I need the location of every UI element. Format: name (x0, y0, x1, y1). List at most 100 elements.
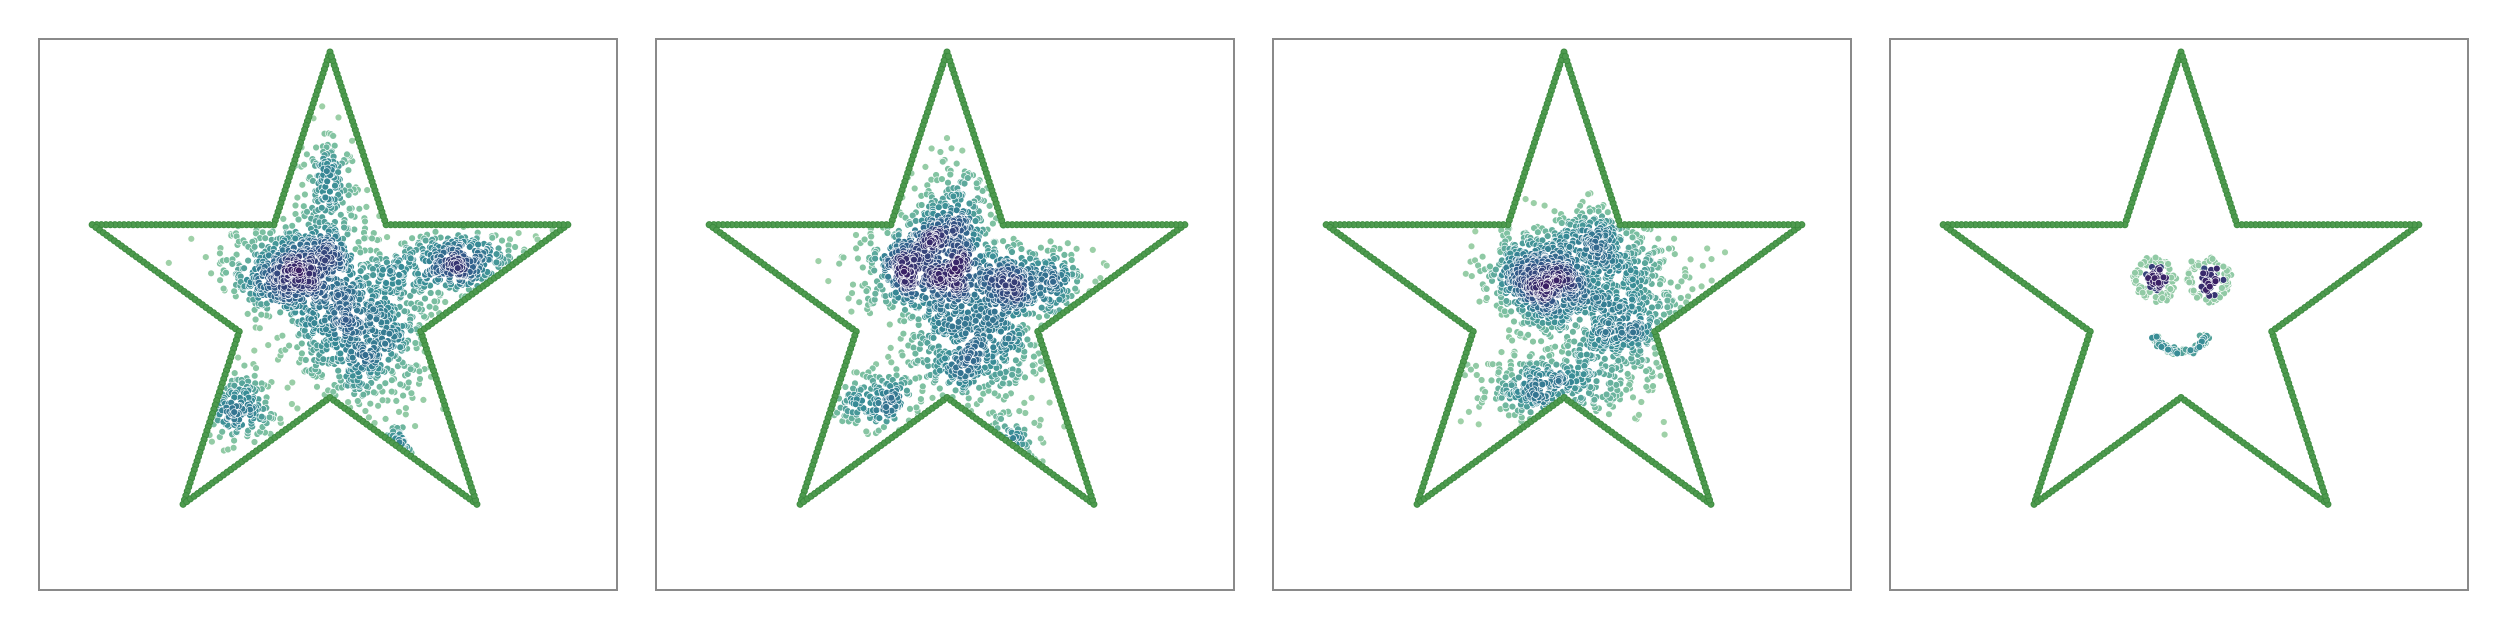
scatter-point (1508, 336, 1516, 345)
scatter-point (1667, 278, 1675, 287)
scatter-point (361, 217, 369, 226)
scatter-point (988, 276, 996, 284)
scatter-point (514, 229, 523, 237)
scatter-point (991, 389, 999, 397)
scatter-point (492, 258, 501, 267)
scatter-point (986, 333, 994, 341)
scatter-point (997, 415, 1005, 423)
scatter-point (321, 256, 329, 265)
scatter-point (901, 306, 909, 314)
scatter-point (369, 305, 377, 313)
scatter-point (240, 361, 249, 370)
scatter-point (956, 369, 965, 377)
scatter-point (1103, 261, 1111, 270)
scatter-point (882, 403, 890, 411)
scatter-point (841, 383, 850, 391)
scatter-point (323, 167, 331, 175)
scatter-point (1584, 190, 1592, 198)
scatter-point (867, 232, 875, 241)
scatter-point (474, 240, 482, 249)
scatter-point (165, 259, 173, 267)
scatter-point (900, 317, 908, 325)
scatter-point (978, 187, 987, 195)
boundary-point (327, 52, 335, 60)
scatter-point (1510, 351, 1519, 360)
scatter-point (361, 351, 370, 359)
scatter-point (862, 287, 871, 295)
scatter-point (323, 177, 331, 186)
scatter-point (1472, 362, 1480, 370)
scatter-point (362, 203, 371, 211)
scatter-point (887, 394, 896, 402)
scatter-point (1501, 307, 1509, 315)
scatter-point (1686, 255, 1695, 264)
scatter-point (402, 410, 410, 419)
scatter-point (397, 263, 405, 271)
scatter-point (218, 428, 226, 436)
scatter-point (344, 191, 353, 199)
scatter-point (411, 304, 419, 312)
scatter-point (379, 266, 387, 274)
scatter-point (876, 282, 885, 290)
scatter-point (1635, 411, 1643, 419)
scatter-point (322, 325, 330, 333)
star-density-plot-1 (88, 48, 572, 508)
scatter-point (1505, 326, 1513, 334)
scatter-point (852, 244, 860, 253)
scatter-point (903, 387, 911, 395)
scatter-point (388, 387, 396, 396)
scatter-point (1002, 392, 1010, 400)
scatter-point (257, 311, 266, 319)
scatter-point (1467, 365, 1475, 374)
scatter-point (293, 193, 302, 202)
scatter-point (953, 159, 961, 168)
scatter-point (1537, 337, 1545, 345)
scatter-point (1008, 371, 1016, 379)
scatter-point (347, 211, 355, 220)
scatter-point (1544, 345, 1552, 353)
scatter-point (989, 219, 997, 228)
scatter-point (1046, 237, 1055, 246)
scatter-point (1642, 367, 1650, 375)
scatter-point (313, 383, 321, 391)
scatter-point (965, 199, 974, 208)
scatter-point (318, 204, 326, 212)
scatter-point (385, 330, 394, 338)
scatter-point (1660, 430, 1669, 439)
scatter-point (1708, 276, 1716, 285)
scatter-point (411, 422, 419, 430)
scatter-point (230, 408, 238, 416)
scatter-point (295, 266, 303, 275)
scatter-point (824, 277, 833, 285)
scatter-point (356, 248, 365, 257)
scatter-point (349, 354, 357, 362)
scatter-point (228, 260, 237, 268)
star-boundary-1 (88, 48, 572, 508)
scatter-point (419, 396, 428, 404)
scatter-point (1677, 294, 1685, 302)
scatter-point (1038, 304, 1046, 312)
scatter-point (305, 270, 313, 278)
scatter-point (1530, 199, 1538, 207)
scatter-point (359, 391, 368, 399)
scatter-point (1622, 386, 1630, 394)
scatter-point (883, 229, 892, 237)
scatter-point (961, 329, 970, 337)
scatter-point (1540, 201, 1549, 210)
scatter-point (948, 322, 956, 331)
scatter-point (207, 269, 215, 278)
scatter-point (363, 186, 371, 194)
scatter-point (892, 288, 900, 297)
scatter-point (875, 426, 883, 435)
scatter-point (989, 252, 997, 261)
scatter-point (408, 234, 416, 242)
scatter-point (222, 269, 230, 277)
scatter-point (258, 241, 266, 250)
scatter-point (887, 358, 896, 366)
scatter-point (859, 263, 867, 272)
scatter-point (847, 307, 856, 316)
scatter-point (892, 371, 901, 379)
scatter-point (874, 399, 883, 407)
scatter-point (1060, 251, 1069, 259)
scatter-point (852, 231, 860, 239)
